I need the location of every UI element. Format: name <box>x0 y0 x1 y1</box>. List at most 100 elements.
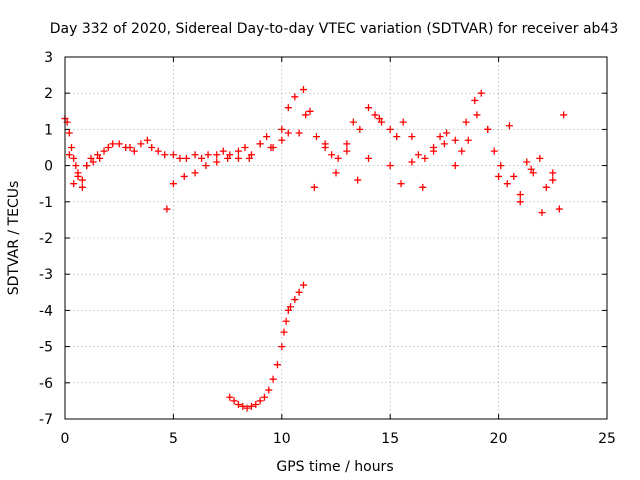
data-point <box>471 96 479 104</box>
data-point <box>393 133 401 141</box>
data-point <box>527 165 535 173</box>
data-point <box>280 328 288 336</box>
data-point <box>299 281 307 289</box>
data-point <box>375 115 383 123</box>
data-point <box>72 162 80 170</box>
data-point <box>260 393 268 401</box>
data-point <box>96 154 104 162</box>
data-point <box>89 158 97 166</box>
data-point <box>284 104 292 112</box>
data-point <box>555 205 563 213</box>
data-point <box>226 151 234 159</box>
data-point <box>529 169 537 177</box>
data-point <box>332 169 340 177</box>
data-point <box>440 140 448 148</box>
data-point <box>154 147 162 155</box>
data-point <box>115 140 123 148</box>
data-point <box>68 144 76 151</box>
data-point <box>182 154 190 162</box>
data-point <box>247 402 255 410</box>
data-point <box>291 93 299 101</box>
data-point <box>295 129 303 137</box>
data-point <box>83 162 91 170</box>
data-point <box>516 191 524 199</box>
data-point <box>65 129 73 137</box>
data-point <box>310 183 318 191</box>
data-point <box>505 122 513 130</box>
data-point <box>497 162 505 170</box>
data-point <box>70 154 78 162</box>
data-point <box>371 111 379 119</box>
data-point <box>87 154 95 162</box>
data-point <box>408 158 416 166</box>
data-point <box>245 154 253 162</box>
data-point <box>163 205 171 213</box>
data-point <box>234 147 242 155</box>
data-point <box>451 162 459 170</box>
data-point <box>94 151 102 159</box>
series-satellite-arcs-secondary <box>65 111 568 217</box>
data-point <box>354 176 362 184</box>
y-axis-label: SDTVAR / TECUs <box>6 181 22 296</box>
data-point <box>70 180 78 188</box>
data-point <box>458 147 466 155</box>
data-point <box>256 397 264 405</box>
x-tick-label: 20 <box>490 431 508 447</box>
data-point <box>239 402 247 410</box>
data-point <box>252 401 260 409</box>
plot-frame <box>64 56 608 420</box>
data-point <box>204 151 212 159</box>
y-tick-label: 0 <box>44 159 53 175</box>
y-tick-label: -5 <box>39 340 53 356</box>
data-point <box>104 144 112 151</box>
data-point <box>560 111 568 119</box>
data-point <box>284 129 292 137</box>
data-point <box>286 303 294 311</box>
data-point <box>477 89 485 97</box>
data-point <box>321 140 329 148</box>
data-point <box>130 147 138 155</box>
data-point <box>299 86 307 94</box>
data-point <box>538 209 546 217</box>
data-point <box>256 140 264 148</box>
data-point <box>148 144 156 151</box>
data-point <box>234 401 242 409</box>
data-point <box>191 151 199 159</box>
data-point <box>213 151 221 159</box>
data-point <box>226 393 234 401</box>
data-point <box>230 397 238 405</box>
data-point <box>126 144 134 151</box>
data-point <box>78 176 86 184</box>
y-tick-label: -4 <box>39 303 53 319</box>
x-tick-label: 0 <box>61 431 70 447</box>
data-point <box>180 172 188 180</box>
data-point <box>169 151 177 159</box>
x-tick-label: 15 <box>381 431 399 447</box>
data-point <box>109 140 117 148</box>
data-point <box>365 154 373 162</box>
data-point <box>284 306 292 314</box>
grid-lines <box>65 57 607 419</box>
data-point <box>421 154 429 162</box>
data-point <box>143 136 151 144</box>
data-point <box>343 140 351 148</box>
data-point <box>523 158 531 166</box>
data-point <box>202 162 210 170</box>
data-point <box>349 118 357 126</box>
data-point <box>443 129 451 137</box>
data-point <box>386 125 394 133</box>
data-point <box>343 147 351 155</box>
data-point <box>198 154 206 162</box>
data-point <box>302 111 310 119</box>
data-point <box>430 147 438 155</box>
x-axis-label: GPS time / hours <box>276 459 393 475</box>
x-tick-label: 25 <box>598 431 616 447</box>
chart-title: Day 332 of 2020, Sidereal Day-to-day VTE… <box>50 21 619 37</box>
data-point <box>247 151 255 159</box>
data-point <box>234 154 242 162</box>
data-point <box>278 343 286 351</box>
data-point <box>191 169 199 177</box>
data-point <box>241 144 249 151</box>
data-point <box>306 107 314 115</box>
data-point <box>176 154 184 162</box>
